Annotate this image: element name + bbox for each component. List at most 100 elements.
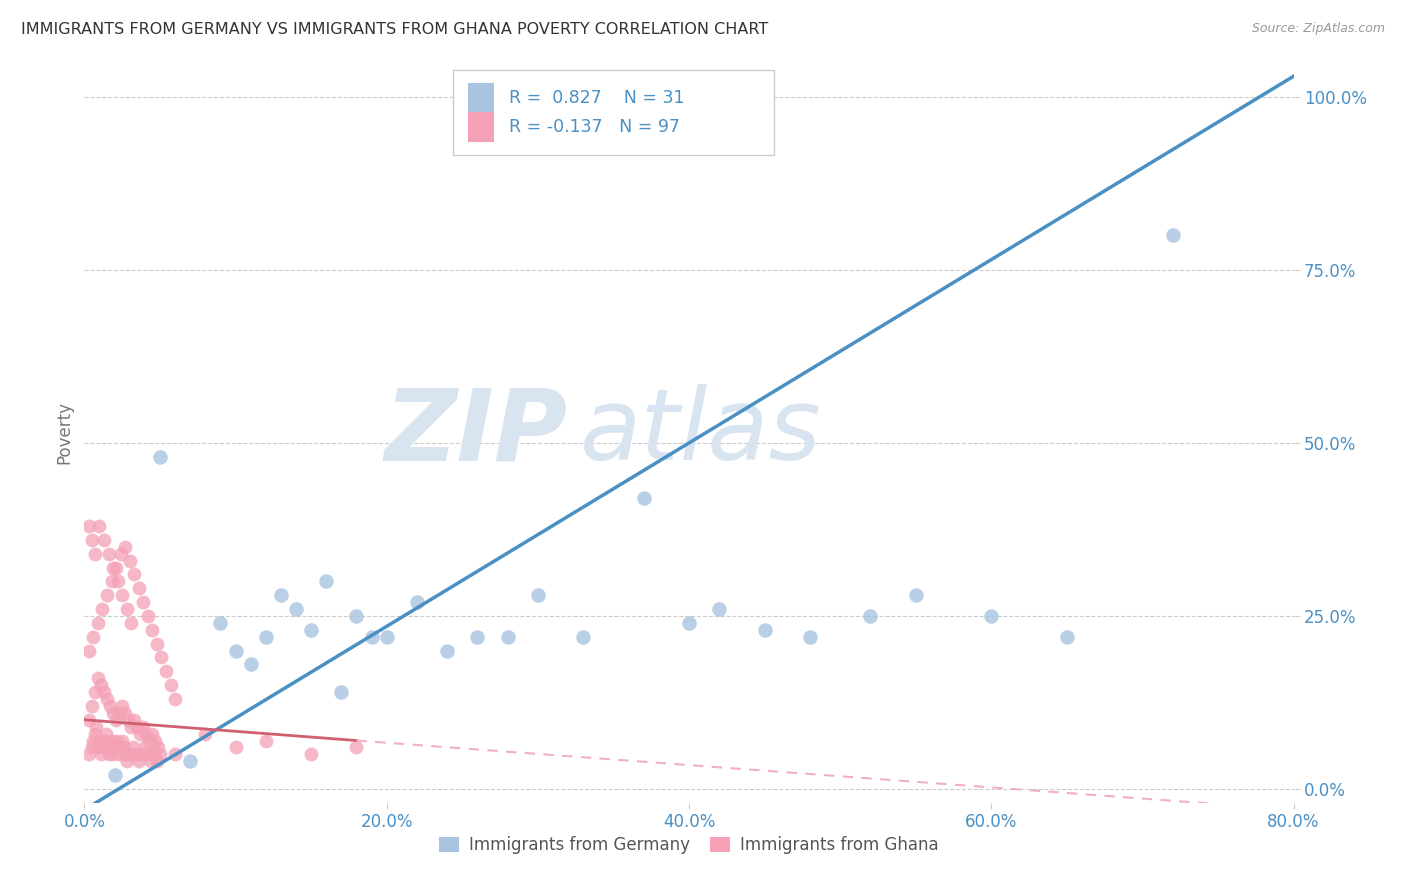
Point — [94, 726, 117, 740]
Point — [754, 623, 776, 637]
Point — [633, 491, 655, 506]
Point — [436, 643, 458, 657]
Point — [105, 733, 128, 747]
Point — [346, 609, 368, 624]
Point — [101, 747, 124, 762]
Point — [285, 602, 308, 616]
Point — [91, 740, 114, 755]
Point — [90, 678, 112, 692]
Point — [107, 740, 129, 755]
Point — [97, 747, 120, 762]
Point — [136, 747, 159, 762]
Point — [89, 733, 111, 747]
Point — [709, 602, 731, 616]
Point — [80, 740, 103, 755]
Point — [111, 588, 134, 602]
Point — [496, 630, 519, 644]
Point — [136, 609, 159, 624]
Point — [100, 733, 122, 747]
Point — [120, 615, 142, 630]
Point — [527, 588, 550, 602]
Point — [90, 747, 112, 762]
Point — [118, 747, 141, 762]
Point — [799, 630, 821, 644]
Point — [114, 540, 136, 554]
Point — [299, 747, 322, 762]
Point — [97, 547, 120, 561]
Point — [141, 623, 163, 637]
Legend: Immigrants from Germany, Immigrants from Ghana: Immigrants from Germany, Immigrants from… — [433, 830, 945, 861]
Point — [82, 733, 104, 747]
Text: IMMIGRANTS FROM GERMANY VS IMMIGRANTS FROM GHANA POVERTY CORRELATION CHART: IMMIGRANTS FROM GERMANY VS IMMIGRANTS FR… — [21, 22, 768, 37]
Point — [114, 706, 136, 720]
Point — [128, 582, 150, 596]
Point — [225, 643, 247, 657]
Point — [127, 720, 149, 734]
Point — [254, 630, 277, 644]
Bar — [468, 83, 495, 112]
Point — [108, 706, 131, 720]
Point — [165, 692, 187, 706]
Point — [115, 754, 138, 768]
Point — [80, 698, 103, 713]
Point — [117, 713, 139, 727]
Point — [89, 519, 111, 533]
Point — [142, 747, 165, 762]
Point — [225, 740, 247, 755]
Point — [146, 637, 169, 651]
Point — [110, 547, 132, 561]
Point — [111, 698, 134, 713]
Point — [980, 609, 1002, 624]
Point — [134, 740, 156, 755]
Point — [91, 602, 114, 616]
Point — [96, 588, 118, 602]
Point — [101, 706, 124, 720]
Point — [149, 747, 172, 762]
Point — [87, 740, 110, 755]
Point — [96, 740, 118, 755]
Point — [270, 588, 292, 602]
Point — [110, 740, 132, 755]
Point — [101, 560, 124, 574]
Point — [87, 671, 110, 685]
Point — [330, 685, 353, 699]
Point — [86, 720, 108, 734]
Point — [149, 450, 172, 464]
Point — [111, 733, 134, 747]
Point — [148, 740, 170, 755]
Point — [125, 747, 148, 762]
Text: R = -0.137   N = 97: R = -0.137 N = 97 — [509, 118, 679, 136]
Point — [1161, 228, 1184, 243]
Point — [859, 609, 882, 624]
Point — [100, 574, 122, 589]
Text: ZIP: ZIP — [385, 384, 568, 481]
Point — [315, 574, 337, 589]
Point — [77, 643, 100, 657]
Point — [254, 733, 277, 747]
Point — [96, 692, 118, 706]
Point — [118, 554, 141, 568]
Point — [239, 657, 262, 672]
Point — [904, 588, 927, 602]
Text: R =  0.827    N = 31: R = 0.827 N = 31 — [509, 89, 685, 107]
Text: Source: ZipAtlas.com: Source: ZipAtlas.com — [1251, 22, 1385, 36]
Point — [131, 747, 153, 762]
Point — [84, 685, 107, 699]
Point — [84, 726, 107, 740]
Point — [155, 665, 177, 679]
Point — [299, 623, 322, 637]
Point — [112, 740, 135, 755]
Point — [138, 733, 160, 747]
Point — [93, 733, 115, 747]
Point — [114, 747, 136, 762]
Point — [120, 720, 142, 734]
Point — [129, 726, 152, 740]
Y-axis label: Poverty: Poverty — [55, 401, 73, 464]
Point — [77, 713, 100, 727]
Point — [145, 733, 167, 747]
Point — [141, 726, 163, 740]
Point — [346, 740, 368, 755]
Point — [93, 533, 115, 547]
Point — [135, 726, 157, 740]
Point — [360, 630, 382, 644]
